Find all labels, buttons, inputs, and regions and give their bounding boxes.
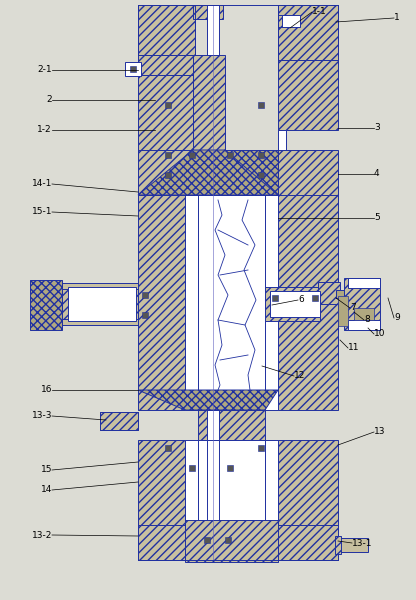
Bar: [335, 536, 341, 554]
Bar: [344, 278, 380, 330]
Bar: [138, 55, 195, 75]
Bar: [318, 282, 340, 304]
Text: 12: 12: [294, 371, 305, 380]
Bar: [278, 150, 338, 200]
Bar: [270, 291, 320, 317]
Bar: [138, 440, 185, 560]
Bar: [265, 195, 278, 410]
Text: 13-2: 13-2: [32, 530, 52, 539]
Bar: [258, 152, 264, 158]
Bar: [278, 130, 286, 152]
Bar: [348, 278, 380, 288]
Bar: [207, 410, 219, 440]
Bar: [165, 445, 171, 451]
Bar: [348, 320, 380, 330]
Text: 5: 5: [374, 214, 380, 223]
Bar: [62, 283, 138, 289]
Bar: [193, 5, 223, 19]
Text: 15: 15: [40, 466, 52, 475]
Text: 16: 16: [40, 385, 52, 395]
Bar: [100, 412, 138, 430]
Text: 4: 4: [374, 169, 380, 179]
Bar: [138, 195, 185, 410]
Text: 11: 11: [348, 343, 359, 352]
Bar: [189, 465, 195, 471]
Text: 1: 1: [394, 13, 400, 22]
Bar: [225, 537, 231, 543]
Bar: [278, 15, 282, 27]
Text: 2: 2: [46, 95, 52, 104]
Bar: [62, 319, 138, 325]
Bar: [258, 172, 264, 178]
Bar: [204, 537, 210, 543]
Bar: [207, 440, 219, 560]
Bar: [338, 538, 368, 552]
Bar: [258, 102, 264, 108]
Text: 10: 10: [374, 329, 386, 338]
Bar: [278, 60, 338, 130]
Bar: [189, 152, 195, 158]
Text: 13-3: 13-3: [32, 412, 52, 421]
Bar: [272, 295, 278, 301]
Text: 3: 3: [374, 124, 380, 133]
Bar: [193, 55, 225, 150]
Bar: [207, 5, 219, 73]
Bar: [130, 66, 136, 72]
Text: 15-1: 15-1: [32, 208, 52, 217]
Bar: [198, 195, 265, 390]
Bar: [165, 172, 171, 178]
Bar: [227, 152, 233, 158]
Text: 9: 9: [394, 313, 400, 323]
Text: 1-2: 1-2: [37, 125, 52, 134]
Bar: [30, 280, 62, 330]
Text: 14-1: 14-1: [32, 179, 52, 188]
Bar: [138, 75, 195, 155]
Bar: [278, 440, 338, 560]
Bar: [312, 295, 318, 301]
Bar: [265, 287, 320, 321]
Polygon shape: [225, 150, 278, 195]
Bar: [278, 195, 338, 410]
Bar: [138, 5, 195, 55]
Bar: [278, 5, 338, 60]
Bar: [165, 102, 171, 108]
Bar: [138, 150, 193, 195]
Bar: [125, 62, 141, 76]
Polygon shape: [138, 150, 278, 195]
Text: 7: 7: [350, 304, 356, 313]
Bar: [336, 290, 344, 298]
Bar: [62, 287, 138, 321]
Text: 1-1: 1-1: [312, 7, 327, 16]
Text: 13: 13: [374, 427, 386, 437]
Bar: [265, 440, 278, 560]
Text: 13-1: 13-1: [352, 539, 372, 547]
Bar: [138, 525, 338, 560]
Bar: [227, 465, 233, 471]
Bar: [198, 440, 265, 520]
Text: 14: 14: [41, 485, 52, 494]
Bar: [338, 296, 348, 326]
Bar: [354, 308, 374, 320]
Bar: [142, 292, 148, 298]
Polygon shape: [193, 150, 225, 170]
Bar: [142, 312, 148, 318]
Text: 8: 8: [364, 316, 370, 325]
Bar: [185, 440, 198, 560]
Bar: [198, 410, 265, 440]
Bar: [100, 412, 138, 430]
Bar: [258, 445, 264, 451]
Polygon shape: [138, 390, 278, 410]
Bar: [185, 520, 278, 562]
Bar: [280, 15, 300, 27]
Bar: [185, 195, 198, 410]
Bar: [68, 287, 136, 321]
Text: 6: 6: [298, 295, 304, 304]
Text: 2-1: 2-1: [37, 65, 52, 74]
Bar: [165, 152, 171, 158]
